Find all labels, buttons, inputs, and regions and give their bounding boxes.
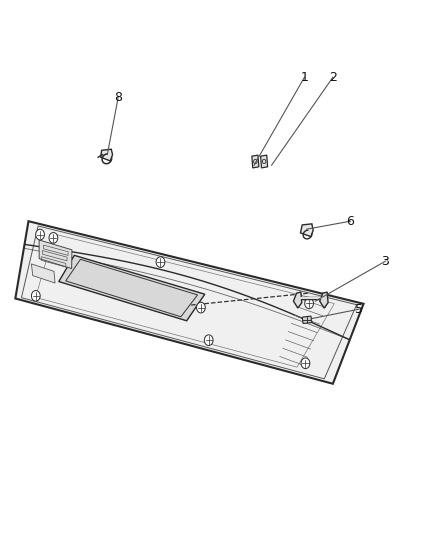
Circle shape	[305, 298, 314, 309]
Circle shape	[49, 232, 58, 243]
Text: 3: 3	[381, 255, 389, 268]
Polygon shape	[59, 255, 205, 321]
Polygon shape	[15, 221, 364, 384]
Polygon shape	[320, 292, 328, 308]
Circle shape	[204, 335, 213, 345]
Circle shape	[156, 257, 165, 268]
Text: 2: 2	[329, 71, 337, 84]
Polygon shape	[252, 155, 259, 168]
Polygon shape	[300, 224, 313, 237]
Circle shape	[197, 302, 205, 313]
Polygon shape	[39, 240, 72, 269]
Polygon shape	[261, 155, 268, 168]
Text: 8: 8	[114, 91, 122, 103]
Circle shape	[301, 358, 310, 369]
Text: 1: 1	[300, 71, 308, 84]
Polygon shape	[293, 292, 302, 308]
Polygon shape	[101, 149, 113, 161]
Circle shape	[32, 290, 40, 301]
Text: 5: 5	[355, 303, 363, 316]
Text: 6: 6	[346, 215, 354, 228]
Polygon shape	[32, 264, 55, 283]
Circle shape	[35, 229, 44, 240]
Polygon shape	[302, 316, 312, 324]
